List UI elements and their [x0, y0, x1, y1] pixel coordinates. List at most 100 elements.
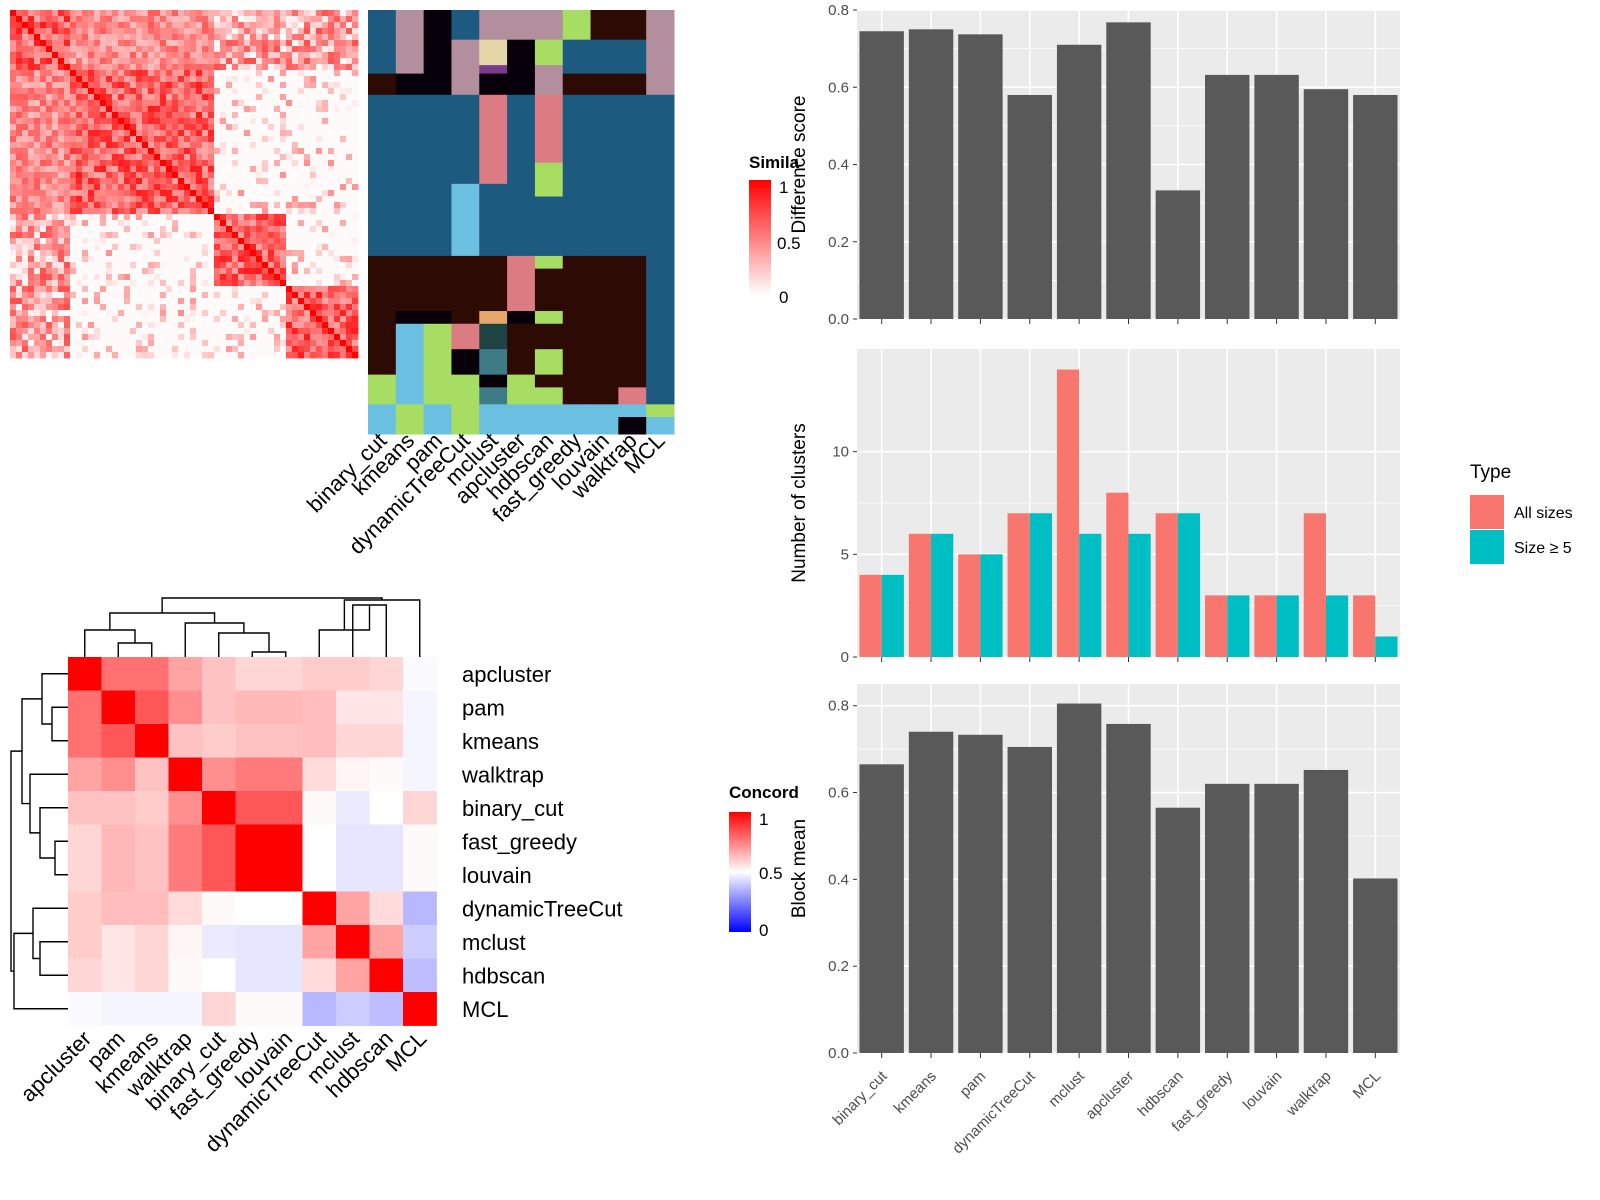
membership-cell — [646, 268, 675, 312]
similarity-cell — [328, 208, 335, 215]
similarity-cell — [262, 244, 269, 251]
similarity-cell — [352, 34, 359, 41]
similarity-cell — [346, 22, 353, 29]
similarity-cell — [154, 226, 161, 233]
similarity-cell — [256, 310, 263, 317]
similarity-cell — [64, 124, 71, 131]
similarity-cell — [334, 82, 341, 89]
membership-cell — [646, 39, 675, 66]
similarity-cell — [94, 52, 101, 59]
membership-cell — [618, 39, 647, 66]
similarity-cell — [328, 58, 335, 65]
membership-cell — [368, 417, 397, 435]
similarity-cell — [304, 142, 311, 149]
similarity-cell — [40, 22, 47, 29]
similarity-cell — [202, 124, 209, 131]
similarity-cell — [232, 100, 239, 107]
similarity-cell — [310, 124, 317, 131]
similarity-cell — [82, 148, 89, 155]
similarity-cell — [238, 52, 245, 59]
similarity-cell — [178, 316, 185, 323]
similarity-cell — [76, 106, 83, 113]
similarity-cell — [238, 262, 245, 269]
similarity-cell — [268, 280, 275, 287]
similarity-cell — [34, 34, 41, 41]
similarity-cell — [268, 166, 275, 173]
similarity-cell — [64, 214, 71, 221]
similarity-cell — [208, 166, 215, 173]
similarity-cell — [28, 250, 35, 257]
similarity-cell — [316, 262, 323, 269]
similarity-cell — [16, 310, 23, 317]
similarity-cell — [280, 214, 287, 221]
similarity-cell — [40, 286, 47, 293]
similarity-cell — [88, 352, 95, 359]
similarity-cell — [268, 58, 275, 65]
similarity-cell — [286, 226, 293, 233]
similarity-cell — [106, 46, 113, 53]
similarity-cell — [256, 58, 263, 65]
similarity-cell — [148, 196, 155, 203]
similarity-cell — [172, 64, 179, 71]
similarity-cell — [82, 166, 89, 173]
similarity-cell — [16, 46, 23, 53]
similarity-cell — [142, 232, 149, 239]
similarity-cell — [238, 316, 245, 323]
similarity-cell — [214, 310, 221, 317]
similarity-cell — [112, 142, 119, 149]
similarity-cell — [46, 322, 53, 329]
membership-cell — [618, 349, 647, 376]
similarity-cell — [118, 202, 125, 209]
similarity-cell — [190, 70, 197, 77]
similarity-cell — [28, 118, 35, 125]
similarity-cell — [262, 172, 269, 179]
similarity-cell — [256, 226, 263, 233]
similarity-cell — [16, 214, 23, 221]
similarity-cell — [94, 250, 101, 257]
similarity-cell — [238, 310, 245, 317]
similarity-cell — [160, 352, 167, 359]
similarity-cell — [124, 214, 131, 221]
similarity-cell — [334, 346, 341, 353]
similarity-cell — [10, 88, 17, 95]
similarity-cell — [328, 10, 335, 17]
similarity-cell — [142, 262, 149, 269]
similarity-cell — [280, 190, 287, 197]
similarity-cell — [52, 184, 59, 191]
membership-cell — [451, 120, 480, 164]
similarity-cell — [28, 130, 35, 137]
similarity-cell — [16, 280, 23, 287]
similarity-cell — [172, 52, 179, 59]
similarity-cell — [154, 184, 161, 191]
similarity-cell — [76, 40, 83, 47]
similarity-cell — [166, 280, 173, 287]
similarity-cell — [22, 172, 29, 179]
similarity-cell — [106, 316, 113, 323]
similarity-cell — [172, 256, 179, 263]
similarity-cell — [64, 70, 71, 77]
membership-cell — [590, 120, 619, 164]
similarity-cell — [292, 148, 299, 155]
similarity-cell — [238, 148, 245, 155]
similarity-cell — [46, 274, 53, 281]
similarity-cell — [310, 130, 317, 137]
similarity-cell — [232, 256, 239, 263]
similarity-cell — [40, 94, 47, 101]
similarity-cell — [28, 100, 35, 107]
similarity-cell — [316, 64, 323, 71]
similarity-cell — [298, 22, 305, 29]
similarity-cell — [94, 226, 101, 233]
similarity-cell — [274, 130, 281, 137]
similarity-cell — [262, 226, 269, 233]
similarity-cell — [352, 118, 359, 125]
similarity-cell — [154, 28, 161, 35]
similarity-cell — [22, 124, 29, 131]
concordance-cell — [135, 858, 169, 892]
similarity-cell — [94, 214, 101, 221]
similarity-heatmap — [10, 10, 359, 359]
similarity-cell — [184, 304, 191, 311]
similarity-cell — [22, 64, 29, 71]
similarity-cell — [184, 220, 191, 227]
similarity-cell — [58, 262, 65, 269]
similarity-cell — [316, 22, 323, 29]
